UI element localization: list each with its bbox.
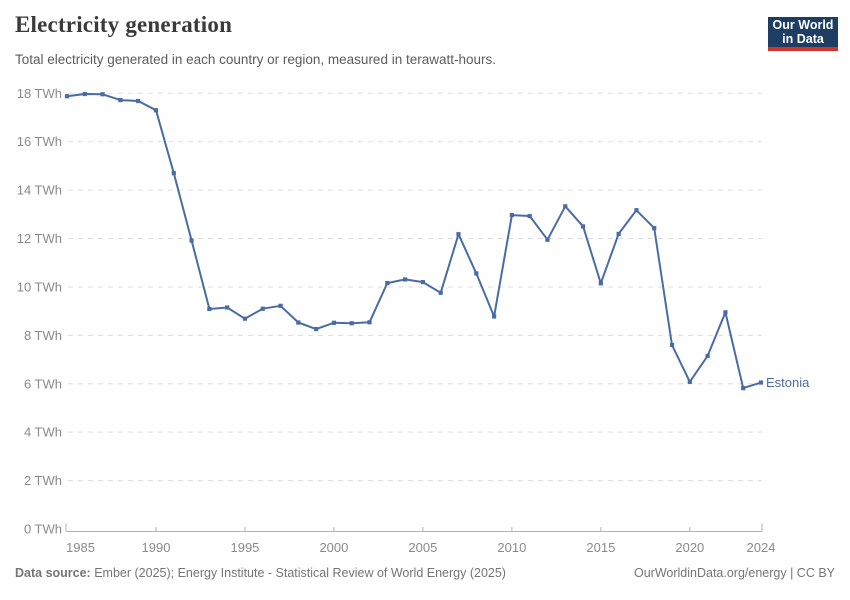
data-point-marker[interactable] [420, 280, 425, 285]
data-point-marker[interactable] [367, 320, 372, 325]
x-axis: 1985 1990 1995 2000 2005 2010 2015 2020 2024 [65, 523, 776, 555]
y-axis-label: 8 TWh [24, 328, 62, 343]
data-point-marker[interactable] [82, 91, 87, 97]
data-point-marker[interactable] [563, 204, 568, 209]
data-point-marker[interactable] [296, 320, 301, 325]
chart-subtitle: Total electricity generated in each coun… [15, 52, 496, 67]
data-point-marker[interactable] [403, 277, 408, 282]
data-point-marker[interactable] [545, 237, 550, 242]
data-point-marker[interactable] [153, 108, 159, 113]
data-point-marker[interactable] [349, 321, 354, 326]
x-axis-label: 1985 [66, 540, 95, 555]
data-point-marker[interactable] [242, 316, 248, 321]
data-point-marker[interactable] [456, 232, 461, 237]
data-point-marker[interactable] [687, 379, 692, 384]
data-point-marker[interactable] [260, 306, 265, 311]
y-axis-label: 14 TWh [17, 183, 62, 198]
data-source-text: Ember (2025); Energy Institute - Statist… [90, 566, 506, 580]
y-axis-label: 6 TWh [24, 376, 62, 391]
data-source-label: Data source: [15, 566, 91, 580]
owid-logo[interactable]: Our World in Data [768, 17, 838, 51]
data-point-marker[interactable] [385, 280, 390, 286]
data-point-marker[interactable] [758, 380, 764, 385]
y-axis-label: 4 TWh [24, 425, 62, 440]
data-point-marker[interactable] [207, 306, 212, 312]
data-point-marker[interactable] [64, 94, 70, 99]
owid-logo-line2: in Data [782, 32, 824, 46]
x-axis-label: 2010 [497, 540, 526, 555]
line-series-estonia[interactable] [66, 93, 762, 390]
data-point-marker[interactable] [474, 271, 479, 276]
y-axis-label: 12 TWh [17, 231, 62, 246]
x-axis-label: 2024 [747, 540, 776, 555]
data-point-marker[interactable] [669, 342, 675, 348]
data-point-marker[interactable] [634, 208, 639, 213]
gridlines [68, 92, 762, 482]
x-axis-label: 1990 [142, 540, 171, 555]
x-axis-label: 2020 [675, 540, 704, 555]
owid-logo-red-bar [768, 47, 838, 51]
data-point-marker[interactable] [652, 226, 657, 231]
y-axis-label: 18 TWh [17, 86, 62, 101]
data-point-marker[interactable] [509, 212, 514, 218]
data-point-marker[interactable] [171, 171, 176, 176]
x-axis-label: 2015 [586, 540, 615, 555]
entity-label[interactable]: Estonia [766, 374, 810, 390]
data-point-marker[interactable] [491, 314, 497, 319]
y-axis-label: 16 TWh [17, 134, 62, 149]
y-axis-label: 2 TWh [24, 473, 62, 488]
data-point-marker[interactable] [705, 353, 710, 359]
data-point-marker[interactable] [438, 290, 443, 295]
data-point-marker[interactable] [136, 98, 141, 104]
page-title: Electricity generation [15, 12, 233, 37]
data-point-marker[interactable] [189, 238, 194, 243]
x-axis-label: 2005 [408, 540, 437, 555]
data-point-marker[interactable] [331, 320, 337, 325]
data-point-marker[interactable] [741, 386, 746, 391]
data-source-note: Data source: Ember (2025); Energy Instit… [15, 566, 506, 580]
data-point-marker[interactable] [314, 326, 319, 332]
data-point-marker[interactable] [278, 303, 283, 308]
x-axis-label: 2000 [319, 540, 348, 555]
owid-logo-line1: Our World [772, 18, 834, 32]
data-point-marker[interactable] [100, 92, 105, 97]
data-point-marker[interactable] [580, 224, 586, 229]
data-point-marker[interactable] [598, 281, 603, 286]
y-axis-labels: 0 TWh 2 TWh 4 TWh 6 TWh 8 TWh 10 TWh 12 TWh 14 … [17, 86, 62, 537]
data-point-marker[interactable] [527, 213, 532, 219]
data-point-marker[interactable] [723, 310, 728, 315]
y-axis-label: 0 TWh [24, 522, 62, 537]
data-point-marker[interactable] [616, 231, 621, 237]
series-group [64, 91, 764, 391]
data-point-marker[interactable] [118, 97, 123, 103]
y-axis-label: 10 TWh [17, 279, 62, 294]
data-point-marker[interactable] [225, 305, 230, 310]
x-axis-label: 1995 [230, 540, 259, 555]
owid-link[interactable]: OurWorldinData.org/energy | CC BY [633, 566, 835, 580]
